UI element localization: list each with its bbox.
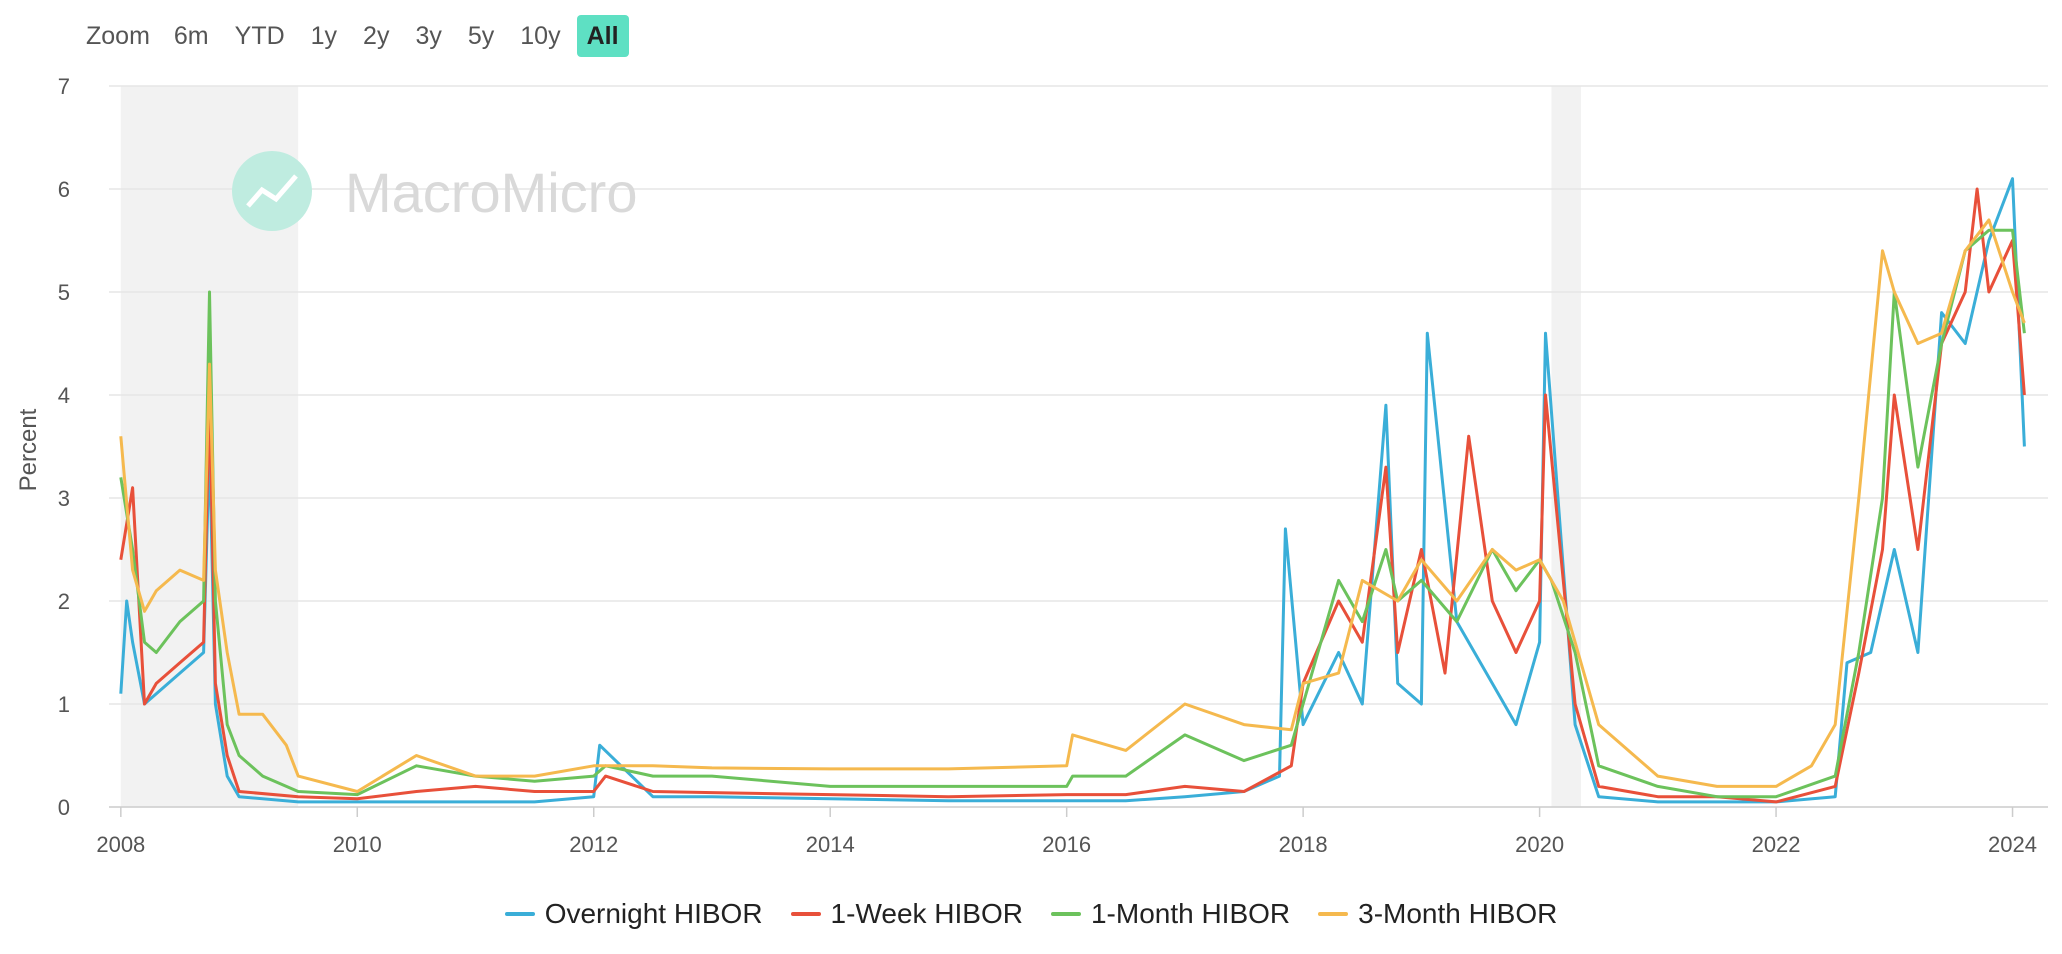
legend-item-3-month[interactable]: 3-Month HIBOR — [1318, 898, 1557, 930]
x-axis-ticks: 2008 2010 2012 2014 2016 2018 2020 2022 2024 — [96, 807, 2037, 857]
legend-swatch-overnight — [505, 912, 535, 916]
legend-item-overnight[interactable]: Overnight HIBOR — [505, 898, 763, 930]
x-tick-label-2008: 2008 — [96, 832, 145, 857]
watermark: MacroMicro — [232, 151, 637, 231]
y-axis-ticks: 0 1 2 3 4 5 6 7 — [58, 74, 70, 820]
legend-label-1-week: 1-Week HIBOR — [831, 898, 1023, 930]
x-tick-label-2014: 2014 — [806, 832, 855, 857]
y-tick-label-3: 3 — [58, 486, 70, 511]
hibor-chart: MacroMicro 0 1 2 3 4 5 6 7 2008 2010 2012 2014 2016… — [0, 0, 2062, 890]
legend-item-1-week[interactable]: 1-Week HIBOR — [791, 898, 1023, 930]
y-tick-label-7: 7 — [58, 74, 70, 99]
series-line-3 — [121, 220, 2025, 792]
series-lines — [121, 179, 2025, 802]
y-tick-label-4: 4 — [58, 383, 70, 408]
x-tick-label-2022: 2022 — [1752, 832, 1801, 857]
legend-label-overnight: Overnight HIBOR — [545, 898, 763, 930]
watermark-logo-icon — [232, 151, 312, 231]
series-line-1 — [121, 189, 2025, 802]
legend-swatch-1-week — [791, 912, 821, 916]
recession-band-1 — [1551, 86, 1581, 807]
legend: Overnight HIBOR 1-Week HIBOR 1-Month HIB… — [0, 898, 2062, 930]
x-tick-label-2018: 2018 — [1279, 832, 1328, 857]
y-tick-label-0: 0 — [58, 795, 70, 820]
x-tick-label-2020: 2020 — [1515, 832, 1564, 857]
x-tick-label-2024: 2024 — [1988, 832, 2037, 857]
legend-label-1-month: 1-Month HIBOR — [1091, 898, 1290, 930]
series-line-0 — [121, 179, 2025, 802]
y-tick-label-2: 2 — [58, 589, 70, 614]
watermark-text: MacroMicro — [345, 161, 637, 224]
x-tick-label-2012: 2012 — [569, 832, 618, 857]
legend-swatch-1-month — [1051, 912, 1081, 916]
y-tick-label-6: 6 — [58, 177, 70, 202]
y-tick-label-5: 5 — [58, 280, 70, 305]
y-tick-label-1: 1 — [58, 692, 70, 717]
legend-label-3-month: 3-Month HIBOR — [1358, 898, 1557, 930]
y-axis-label: Percent — [15, 408, 42, 491]
legend-item-1-month[interactable]: 1-Month HIBOR — [1051, 898, 1290, 930]
legend-swatch-3-month — [1318, 912, 1348, 916]
x-tick-label-2016: 2016 — [1042, 832, 1091, 857]
series-line-2 — [121, 230, 2025, 797]
x-tick-label-2010: 2010 — [333, 832, 382, 857]
